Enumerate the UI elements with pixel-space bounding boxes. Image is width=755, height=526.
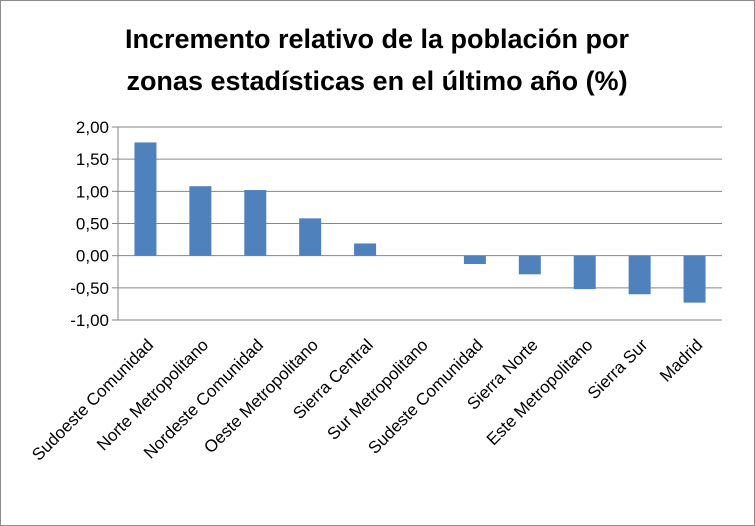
y-tick-label: 1,00 (76, 182, 109, 201)
x-category-label: Madrid (656, 335, 706, 385)
x-category-label: Este Metropolitano (483, 335, 597, 449)
y-tick-label: -0,50 (70, 279, 109, 298)
bar (299, 218, 322, 256)
bar (463, 255, 486, 265)
bar (189, 186, 212, 256)
y-axis: 2,00 1,50 1,00 0,50 0,00 -0,50 -1,00 (70, 118, 119, 330)
x-category-label: Sur Metropolitano (324, 335, 432, 443)
bar (134, 142, 157, 256)
gridlines (118, 126, 722, 321)
y-tick-label: 2,00 (76, 118, 109, 137)
bar (573, 255, 596, 290)
bar (354, 243, 377, 256)
y-tick-label: 0,00 (76, 247, 109, 266)
bar (518, 255, 541, 275)
y-tick-label: 0,50 (76, 215, 109, 234)
bar (683, 255, 706, 303)
bar (628, 255, 651, 295)
bars (134, 142, 706, 303)
chart-title-line-1: Incremento relativo de la población por (125, 24, 630, 54)
y-tick-label: -1,00 (70, 311, 109, 330)
chart-title-line-2: zonas estadísticas en el último año (%) (126, 66, 627, 96)
y-tick-label: 1,50 (76, 150, 109, 169)
x-category-label: Sierra Sur (584, 335, 652, 403)
bar (244, 190, 267, 256)
